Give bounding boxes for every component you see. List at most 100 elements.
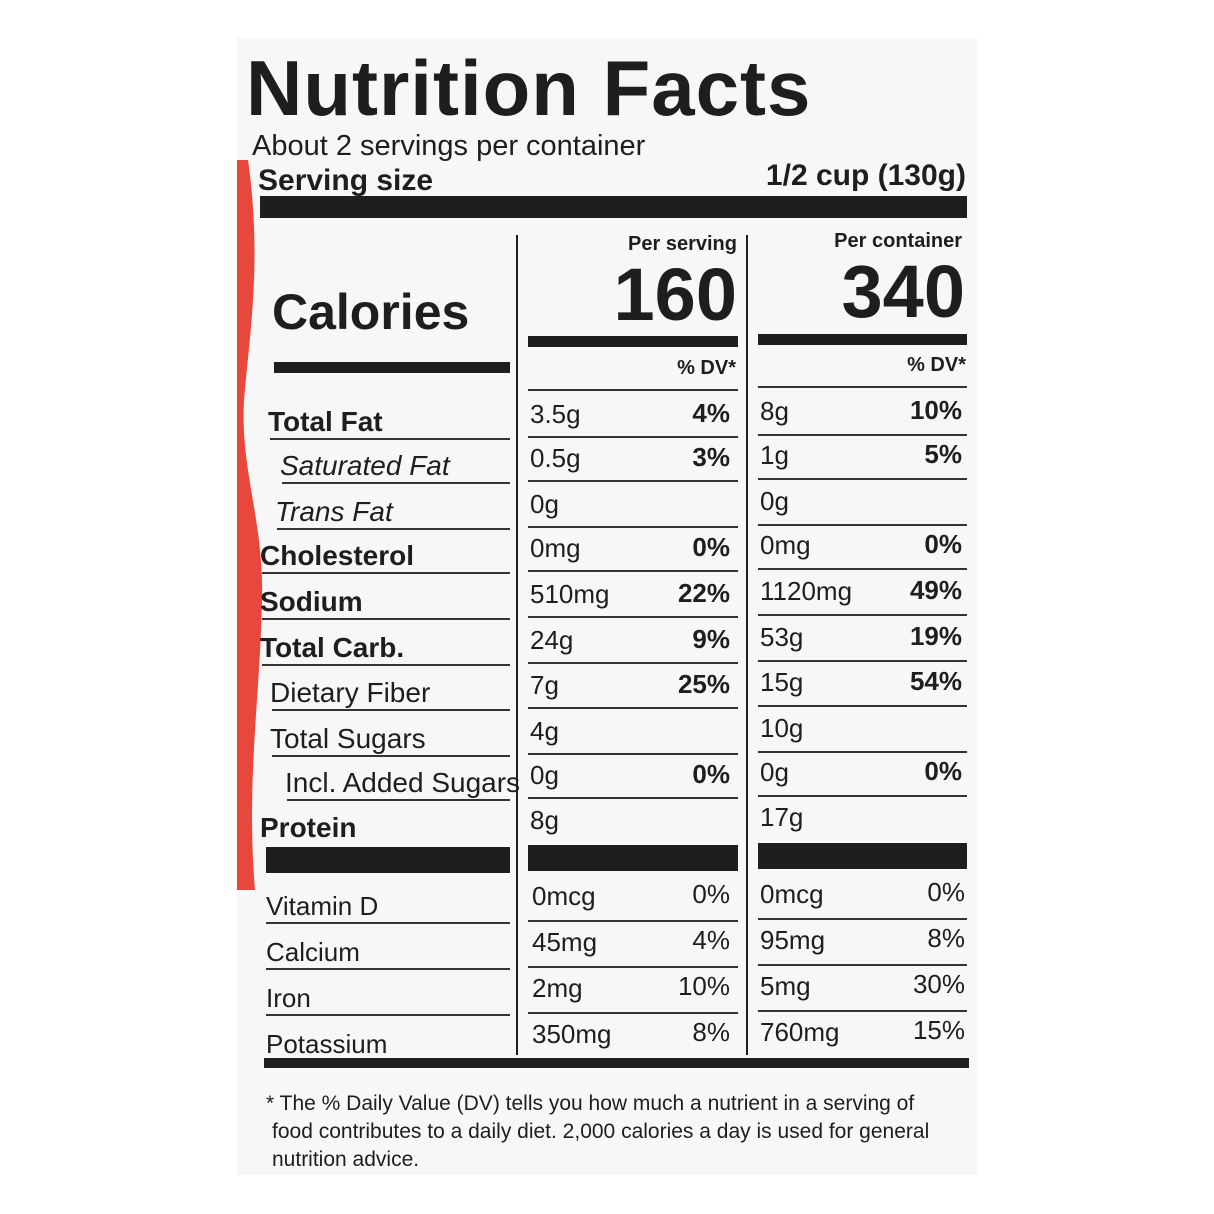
serving-amount: 0mcg: [532, 881, 596, 911]
row-rule: [528, 753, 738, 755]
container-dv: 0%: [924, 529, 962, 559]
container-amount: 95mg: [760, 925, 826, 955]
container-amount: 1120mg: [760, 576, 853, 606]
row-rule: [272, 755, 510, 757]
row-rule: [266, 1014, 510, 1016]
row-rule: [262, 618, 510, 620]
per-container-header: Per container: [834, 230, 962, 252]
row-rule: [262, 572, 510, 574]
footnote-line: nutrition advice.: [272, 1147, 420, 1171]
nutrient-name: Total Fat: [268, 406, 383, 437]
container-dv: 8%: [927, 923, 965, 953]
nutrient-name: Total Sugars: [270, 723, 426, 754]
row-rule: [758, 918, 967, 920]
serving-dv: 0%: [692, 532, 730, 562]
container-amount: 5mg: [760, 971, 811, 1001]
serving-dv: 8%: [692, 1017, 730, 1047]
container-dv: 30%: [912, 969, 965, 999]
serving-amount: 45mg: [532, 927, 598, 957]
calories-per-serving: 160: [613, 253, 737, 336]
nutrient-name: Saturated Fat: [280, 450, 450, 481]
row-rule: [277, 528, 510, 530]
row-rule: [262, 664, 510, 666]
servings-per-container: About 2 servings per container: [252, 129, 646, 162]
thick-rule: [264, 1058, 969, 1068]
container-amount: 53g: [760, 622, 804, 652]
container-amount: 760mg: [760, 1017, 840, 1047]
row-rule: [266, 968, 510, 970]
serving-amount: 24g: [530, 625, 574, 655]
container-dv: 15%: [912, 1015, 965, 1045]
row-rule: [272, 709, 510, 711]
row-rule: [758, 434, 967, 436]
serving-amount: 2mg: [532, 973, 583, 1003]
row-rule: [528, 920, 738, 922]
nutrient-name: Cholesterol: [260, 540, 415, 571]
thick-rule: [758, 843, 967, 869]
serving-dv: 4%: [692, 925, 730, 955]
column-divider: [746, 235, 748, 1055]
row-rule: [270, 438, 510, 440]
vitamin-name: Iron: [266, 983, 311, 1013]
calories-label: Calories: [272, 284, 470, 340]
row-rule: [528, 389, 738, 391]
red-wrapper-edge: [237, 160, 263, 890]
row-rule: [287, 799, 510, 801]
row-rule: [758, 795, 967, 797]
serving-dv: 10%: [677, 971, 730, 1001]
row-rule: [528, 526, 738, 528]
container-dv: 0%: [924, 756, 962, 786]
container-dv: 49%: [909, 575, 962, 605]
calories-rule: [528, 336, 738, 347]
row-rule: [528, 436, 738, 438]
row-rule: [758, 751, 967, 753]
footnote-line: food contributes to a daily diet. 2,000 …: [272, 1119, 930, 1143]
row-rule: [758, 964, 967, 966]
row-rule: [758, 660, 967, 662]
serving-amount: 0g: [530, 760, 559, 790]
serving-amount: 8g: [530, 805, 559, 835]
thick-rule: [528, 845, 738, 871]
serving-dv: 0%: [692, 879, 730, 909]
row-rule: [528, 570, 738, 572]
row-rule: [528, 797, 738, 799]
vitamin-name: Vitamin D: [266, 891, 379, 921]
container-dv: 54%: [909, 666, 962, 696]
row-rule: [758, 478, 967, 480]
nutrient-name: Incl. Added Sugars: [285, 767, 521, 798]
serving-dv: 9%: [692, 624, 730, 654]
vitamin-name: Calcium: [266, 937, 360, 967]
row-rule: [758, 386, 967, 388]
container-amount: 0mg: [760, 530, 811, 560]
title: Nutrition Facts: [246, 44, 812, 132]
row-rule: [528, 662, 738, 664]
thick-rule: [266, 847, 510, 873]
nutrient-name: Trans Fat: [275, 496, 393, 527]
container-amount: 1g: [760, 440, 789, 470]
nutrient-name: Sodium: [260, 586, 363, 617]
dv-header: % DV*: [677, 357, 736, 379]
row-rule: [282, 482, 510, 484]
nutrient-name: Total Carb.: [260, 632, 405, 663]
row-rule: [758, 705, 967, 707]
row-rule: [266, 922, 510, 924]
container-amount: 0mcg: [760, 879, 824, 909]
serving-amount: 3.5g: [530, 399, 581, 429]
serving-amount: 4g: [530, 716, 559, 746]
serving-dv: 4%: [692, 398, 730, 428]
container-dv: 19%: [909, 621, 962, 651]
serving-dv: 0%: [692, 759, 730, 789]
serving-amount: 0.5g: [530, 443, 581, 473]
serving-amount: 350mg: [532, 1019, 612, 1049]
container-amount: 0g: [760, 757, 789, 787]
serving-amount: 0mg: [530, 533, 581, 563]
calories-rule: [758, 334, 967, 345]
row-rule: [528, 1012, 738, 1014]
column-divider: [516, 235, 518, 1055]
row-rule: [758, 1010, 967, 1012]
row-rule: [758, 614, 967, 616]
container-dv: 0%: [927, 877, 965, 907]
nutrient-name: Protein: [260, 812, 357, 843]
